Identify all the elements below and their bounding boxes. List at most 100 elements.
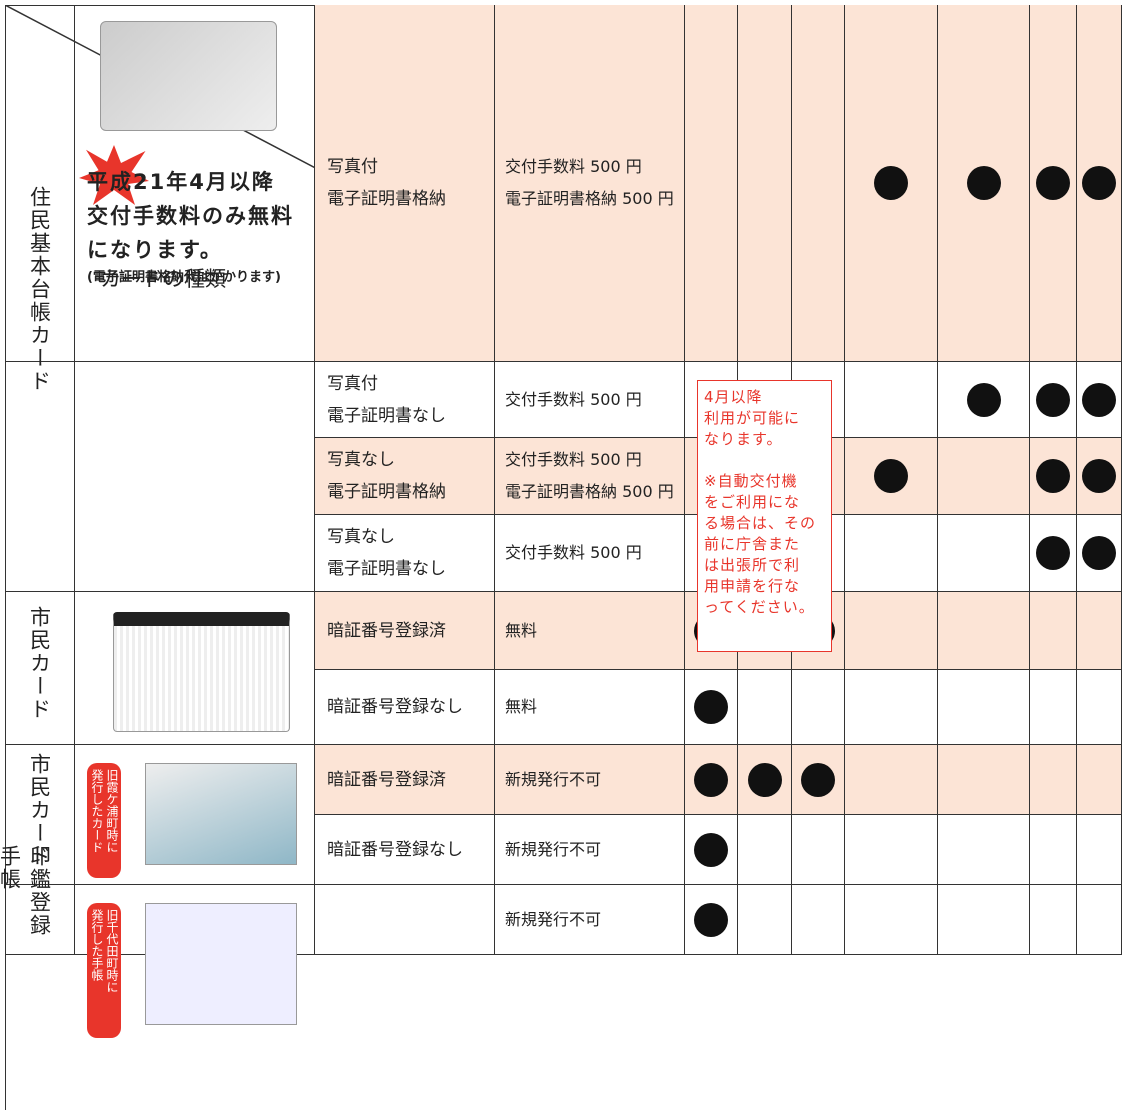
type-line: 暗証番号登録済 (327, 620, 446, 641)
promo-line: (電子証明書格納代はかかります) (87, 270, 281, 285)
service-cell (685, 5, 738, 362)
fee-text: 無料 (505, 615, 537, 647)
service-cell (845, 515, 938, 592)
fee-text: 交付手数料 500 円電子証明書格納 500 円 (505, 151, 674, 215)
type-cell: 暗証番号登録なし (315, 815, 495, 885)
available-dot (747, 762, 782, 797)
service-cell (792, 885, 845, 955)
available-dot (1082, 382, 1116, 417)
service-cell (1077, 515, 1122, 592)
type-cell: 写真なし電子証明書格納 (315, 438, 495, 515)
service-cell (1077, 592, 1122, 670)
type-line: 写真なし (327, 450, 395, 470)
type-line: 電子証明書格納 (327, 482, 446, 502)
service-cell (845, 438, 938, 515)
fee-text: 無料 (505, 691, 537, 723)
group-label-cell: 市民カード (5, 745, 75, 885)
notice-line: ってください。 (704, 598, 815, 616)
promo-line: になります。 (87, 238, 223, 262)
fee-text: 新規発行不可 (505, 764, 601, 796)
notice-line: は出張所で利 (704, 556, 801, 574)
service-cell (845, 670, 938, 745)
type-text: 暗証番号登録済 (327, 764, 446, 796)
notice: 4月以降 利用が可能に なります。 ※自動交付機 をご利用にな る場合は、その 前に庁舎また… (697, 380, 832, 652)
badge-line: 旧霞ケ浦町時に (105, 769, 119, 853)
fee-line: 交付手数料 500 円 (505, 389, 642, 409)
available-dot (1082, 166, 1116, 200)
service-cell (685, 670, 738, 745)
notice-line: 4月以降 (704, 388, 763, 406)
fee-cell: 交付手数料 500 円 (495, 362, 685, 438)
badge-line: 発行したカード (90, 769, 104, 853)
type-text: 暗証番号登録なし (327, 691, 463, 723)
notice-paragraph: ※自動交付機 をご利用にな る場合は、その 前に庁舎また は出張所で利 用申請を行な ってく… (704, 471, 825, 618)
available-dot (1036, 382, 1070, 417)
badge-text: 旧千代田町時に 発行した手帳 (89, 909, 119, 1038)
service-cell (738, 5, 792, 362)
promo: 平成21年4月以降 交付手数料のみ無料 になります。 (電子証明書格納代はかかります) (87, 165, 294, 289)
service-cell (938, 362, 1030, 438)
service-cell (1030, 438, 1077, 515)
service-cell (738, 745, 792, 815)
service-cell (1030, 515, 1077, 592)
service-cell (1030, 592, 1077, 670)
service-cell (845, 362, 938, 438)
service-cell (938, 885, 1030, 955)
service-cell (1030, 362, 1077, 438)
fee-cell: 新規発行不可 (495, 745, 685, 815)
type-line: 暗証番号登録済 (327, 769, 446, 790)
group-label: 市民カード (27, 606, 52, 721)
type-text: 写真付 電子証明書格納 (327, 151, 446, 215)
fee-line: 交付手数料 500 円 (505, 543, 642, 562)
available-dot (874, 166, 908, 200)
fee-cell: 無料 (495, 592, 685, 670)
notice-line: る場合は、その (704, 514, 817, 532)
card-image-cell (75, 592, 315, 745)
type-text: 写真なし 電子証明書なし (327, 521, 446, 585)
service-cell (1077, 438, 1122, 515)
group-label-cell: 市民カード (5, 592, 75, 745)
service-cell (792, 5, 845, 362)
service-cell (938, 592, 1030, 670)
service-cell (1030, 670, 1077, 745)
promo-line: 平成21年4月以降 (87, 170, 275, 194)
service-cell (792, 745, 845, 815)
service-cell (1077, 745, 1122, 815)
service-cell (845, 745, 938, 815)
badge-text: 旧霞ケ浦町時に 発行したカード (89, 769, 119, 878)
service-cell (738, 885, 792, 955)
type-text: 写真付 電子証明書なし (327, 368, 446, 432)
fee-text: 新規発行不可 (505, 834, 601, 866)
badge-line: 旧千代田町時に (105, 909, 119, 993)
type-line: 暗証番号登録なし (327, 839, 463, 860)
service-cell (1030, 745, 1077, 815)
available-dot (1082, 536, 1116, 570)
fee-cell: 交付手数料 500 円電子証明書格納 500 円 (495, 5, 685, 362)
card-image (145, 763, 297, 865)
card-image (145, 903, 297, 1025)
type-cell: 写真なし 電子証明書なし (315, 515, 495, 592)
type-line: 暗証番号登録なし (327, 697, 463, 717)
available-dot (1036, 536, 1070, 570)
border-left (5, 5, 6, 1110)
notice-line: をご利用にな (704, 493, 801, 511)
notice-line: なります。 (704, 430, 783, 448)
type-line: 電子証明書なし (327, 405, 446, 426)
fee-line: 電子証明書格納 500 円 (505, 482, 674, 501)
type-text: 暗証番号登録なし (327, 834, 463, 866)
notice-paragraph: 4月以降 利用が可能に なります。 (704, 387, 825, 450)
promo-line: 交付手数料のみ無料 (87, 204, 294, 228)
group-label: 印鑑登録手帳 (0, 845, 52, 937)
fee-line: 新規発行不可 (505, 839, 602, 859)
fee-line: 無料 (505, 697, 538, 716)
card-image-cell: 旧霞ケ浦町時に 発行したカード (75, 745, 315, 885)
type-line: 写真なし (327, 527, 395, 547)
badge: 旧霞ケ浦町時に 発行したカード (87, 763, 121, 878)
notice-line: 前に庁舎また (704, 535, 801, 553)
group-label: 住民基本台帳カード (27, 186, 52, 393)
type-text: 写真なし電子証明書格納 (327, 444, 446, 508)
fee-cell: 交付手数料 500 円 (495, 515, 685, 592)
badge: 旧千代田町時に 発行した手帳 (87, 903, 121, 1038)
type-cell: 暗証番号登録なし (315, 670, 495, 745)
service-cell (685, 745, 738, 815)
